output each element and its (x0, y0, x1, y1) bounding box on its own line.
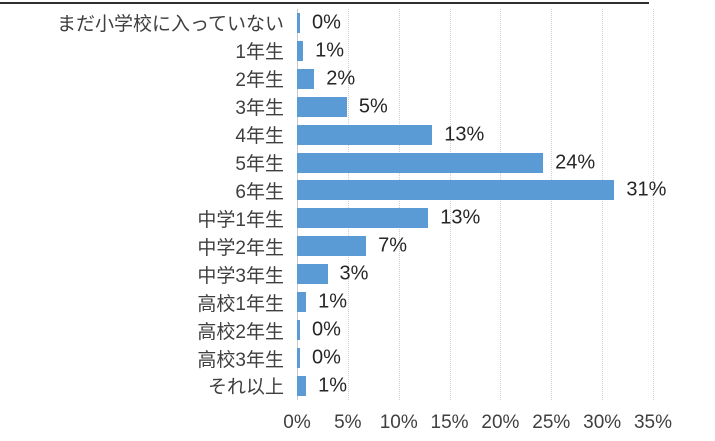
bar-track: 13% (297, 121, 653, 149)
category-label: 3年生 (235, 98, 284, 120)
chart-row: 4年生 13% (0, 121, 715, 149)
x-tick-label: 35% (633, 412, 673, 433)
chart-row: 中学1年生 13% (0, 204, 715, 232)
bar-track: 0% (297, 344, 653, 372)
gridline (449, 9, 451, 400)
bar-track: 2% (297, 65, 653, 93)
y-axis-line (297, 9, 298, 400)
chart-row: 中学3年生 3% (0, 260, 715, 288)
category-label: 6年生 (235, 181, 284, 203)
chart-row: 1年生 1% (0, 37, 715, 65)
chart-row: 5年生 24% (0, 149, 715, 177)
value-label: 0% (312, 11, 341, 34)
bar-track: 1% (297, 372, 653, 400)
bar-rows: まだ小学校に入っていない 0% 1年生 1% 2年生 2% 3年生 5% 4年生 13% 5年生 24… (0, 9, 715, 400)
bar-track: 31% (297, 177, 666, 205)
bar (297, 12, 301, 33)
category-label: 高校1年生 (197, 293, 284, 315)
bar (297, 124, 433, 145)
bar (297, 40, 304, 61)
bar-track: 3% (297, 260, 653, 288)
bar (297, 264, 328, 285)
category-label: 中学1年生 (197, 209, 284, 231)
gridline (653, 9, 654, 400)
bar (297, 180, 615, 201)
value-label: 2% (326, 67, 356, 90)
value-label: 13% (444, 123, 485, 146)
category-label: 中学2年生 (197, 237, 284, 259)
bar (297, 348, 301, 369)
category-label: まだ小学校に入っていない (56, 14, 284, 36)
value-label: 0% (312, 318, 341, 341)
bar-track: 1% (297, 288, 653, 316)
bar-track: 0% (297, 9, 653, 37)
gridline (551, 9, 553, 400)
x-tick-label: 5% (334, 412, 362, 433)
chart-row: 高校1年生 1% (0, 288, 715, 316)
x-tick-label: 0% (283, 412, 311, 433)
chart-row: 6年生 31% (0, 177, 715, 205)
bar-track: 5% (297, 93, 653, 121)
gridline (602, 9, 604, 400)
x-tick-label: 15% (430, 412, 469, 433)
bar (297, 152, 544, 173)
bar-track: 1% (297, 37, 653, 65)
chart-row: 中学2年生 7% (0, 232, 715, 260)
category-label: それ以上 (207, 377, 284, 399)
bar (297, 68, 315, 89)
bar-track: 24% (297, 149, 653, 177)
bar (297, 208, 429, 229)
bar-track: 13% (297, 204, 653, 232)
value-label: 3% (339, 262, 369, 285)
bar (297, 320, 301, 341)
gridline (398, 9, 400, 400)
bar (297, 292, 307, 313)
value-label: 1% (318, 290, 348, 313)
bar-track: 7% (297, 232, 653, 260)
category-label: 高校2年生 (197, 321, 284, 343)
gridline (500, 9, 502, 400)
value-label: 7% (378, 234, 408, 257)
chart-row: 高校2年生 0% (0, 316, 715, 344)
chart-row: 3年生 5% (0, 93, 715, 121)
bar (297, 96, 347, 117)
chart-row: 高校3年生 0% (0, 344, 715, 372)
chart-row: まだ小学校に入っていない 0% (0, 9, 715, 37)
x-tick-label: 25% (532, 412, 571, 433)
category-label: 5年生 (235, 154, 284, 176)
value-label: 24% (555, 151, 596, 174)
value-label: 1% (318, 374, 348, 397)
value-label: 5% (358, 95, 388, 118)
category-label: 1年生 (235, 42, 284, 64)
category-label: 高校3年生 (197, 349, 284, 371)
chart-row: 2年生 2% (0, 65, 715, 93)
top-border-line (0, 2, 649, 4)
value-label: 1% (315, 39, 344, 62)
bar-track: 0% (297, 316, 653, 344)
chart-row: それ以上 1% (0, 372, 715, 400)
value-label: 13% (440, 206, 481, 229)
bar (297, 236, 367, 257)
value-label: 31% (626, 178, 667, 201)
gridline (347, 9, 349, 400)
plot-area (297, 9, 654, 400)
category-label: 4年生 (235, 126, 284, 148)
value-label: 0% (312, 346, 341, 369)
x-tick-label: 10% (379, 412, 418, 433)
category-label: 2年生 (235, 70, 284, 92)
x-tick-label: 20% (481, 412, 520, 433)
x-tick-label: 30% (583, 412, 622, 433)
bar (297, 375, 307, 396)
category-label: 中学3年生 (197, 265, 284, 287)
